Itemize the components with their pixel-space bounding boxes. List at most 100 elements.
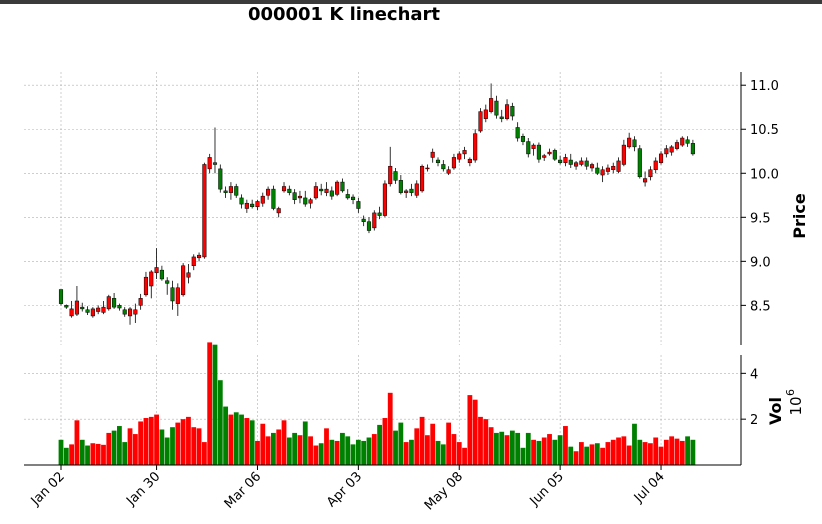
candle-body [80, 306, 85, 310]
candle [329, 186, 334, 200]
volume-bar [191, 427, 197, 465]
candle [361, 215, 366, 227]
candle [690, 139, 695, 156]
candle [356, 197, 361, 213]
x-tick-label: Apr 03 [324, 469, 365, 510]
volume-bar [164, 437, 170, 465]
candle-body [207, 157, 212, 170]
volume-bar [504, 435, 510, 465]
volume-bar [589, 444, 595, 465]
candle [143, 271, 149, 297]
candle-body [441, 164, 446, 170]
candle [207, 153, 212, 174]
volume-bar [371, 434, 377, 465]
volume-bar [101, 444, 106, 465]
volume-axis: 24 [740, 355, 758, 465]
x-tick-label: Mar 06 [222, 469, 265, 512]
volume-bar [547, 434, 552, 465]
volume-bar [637, 439, 643, 465]
volume-bar [430, 423, 436, 465]
volume-bar [690, 439, 696, 465]
x-tick-label: Jul 04 [631, 469, 668, 506]
volume-bar [568, 446, 574, 465]
candle [244, 199, 249, 213]
volume-bar [600, 447, 606, 465]
volume-bar [366, 437, 372, 465]
volume-bar [122, 442, 128, 465]
candle-body [595, 167, 600, 174]
volume-bar [616, 437, 621, 465]
candle-body [287, 188, 292, 193]
candle-body [250, 203, 255, 207]
candle-body [377, 212, 382, 216]
volume-bar [175, 422, 181, 465]
volume-bar [488, 427, 494, 465]
candle-body [366, 221, 372, 231]
volume-bar [127, 428, 133, 465]
candle [627, 132, 632, 149]
volume-bar [63, 447, 69, 465]
candle [127, 307, 133, 325]
candle [202, 162, 207, 259]
candle-body [473, 133, 478, 161]
volume-bar [286, 437, 292, 465]
volume-bar [685, 436, 690, 465]
candle [494, 95, 499, 119]
candle-body [621, 144, 626, 165]
candle-body [504, 104, 510, 119]
candle [112, 293, 117, 309]
candle-body [170, 287, 175, 302]
candle [181, 263, 186, 297]
volume-bar [318, 443, 324, 465]
candle [515, 122, 520, 142]
candle-body [627, 137, 632, 148]
candle [489, 83, 494, 114]
candle-body [149, 271, 154, 287]
candle-body [653, 160, 658, 171]
volume-bar [377, 424, 382, 465]
candle [467, 157, 472, 167]
candle-body [106, 296, 111, 310]
candle [271, 185, 276, 211]
candle [90, 307, 95, 318]
candle-body [494, 100, 499, 116]
candle-body [605, 167, 610, 172]
candle [478, 108, 483, 133]
candle [558, 155, 563, 165]
candle [563, 153, 568, 167]
volume-bar [217, 380, 223, 465]
candle [74, 285, 79, 316]
candle [212, 127, 218, 174]
candle-body [563, 157, 568, 163]
candle [584, 157, 589, 170]
volume-bar [414, 428, 420, 465]
candle [372, 210, 377, 231]
candle [425, 164, 430, 172]
candle-body [489, 98, 494, 112]
volume-bar [143, 418, 149, 465]
candle-body [361, 218, 366, 222]
candle-body [648, 169, 653, 178]
candle-body [181, 265, 186, 296]
volume-bar [472, 399, 478, 465]
volume-bar [626, 445, 632, 465]
candle [420, 164, 425, 193]
candle [526, 138, 531, 158]
candle-body [520, 136, 526, 142]
candle [504, 99, 510, 121]
candle-body [297, 195, 302, 199]
volume-multiplier: 10 6 [784, 389, 805, 416]
volume-bar [525, 432, 531, 465]
candle-body [435, 159, 441, 163]
candle [319, 183, 324, 196]
volume-bar [573, 451, 579, 465]
volume-bar [292, 432, 298, 465]
candle [658, 151, 664, 165]
candle [175, 283, 180, 316]
candle-body [536, 144, 541, 160]
candle-body [589, 164, 595, 169]
volume-bar [329, 439, 335, 465]
volume-bar [536, 440, 542, 465]
price-tick-label: 9.0 [750, 255, 771, 270]
candle-body [122, 309, 127, 315]
